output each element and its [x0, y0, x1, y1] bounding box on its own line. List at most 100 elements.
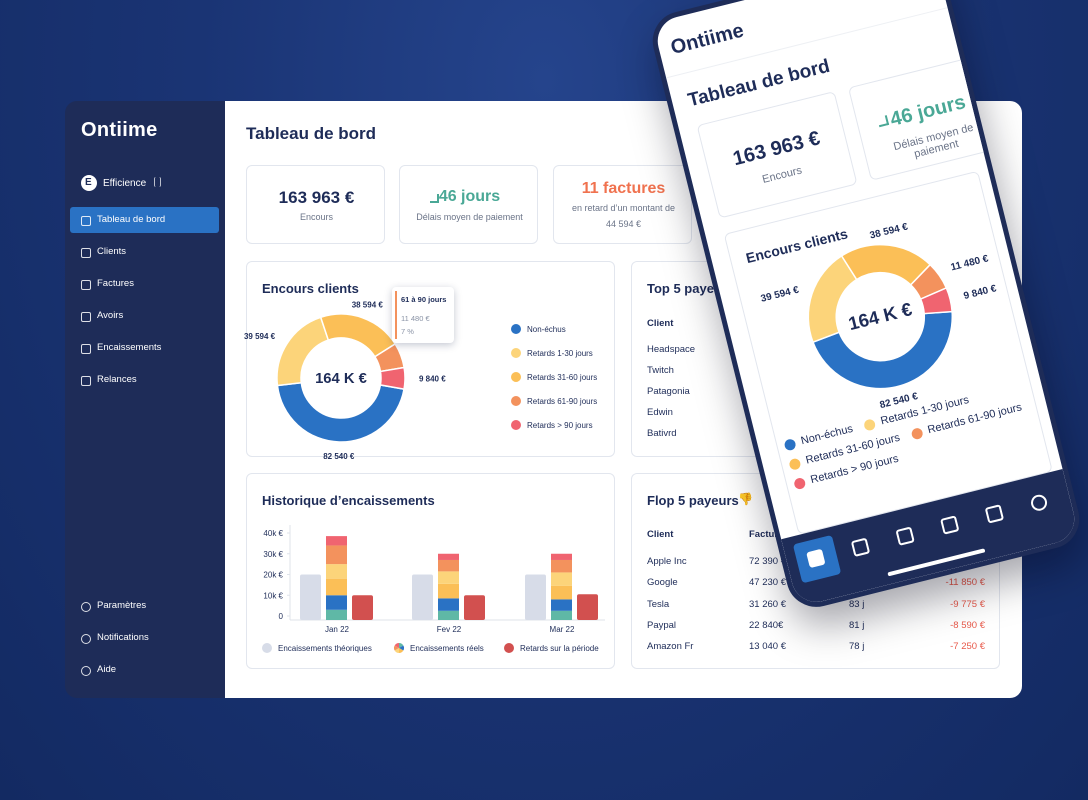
bar-segment — [551, 572, 572, 586]
nav-label: Tableau de bord — [97, 214, 166, 225]
kpi-card: 46 jours Délais moyen de paiement — [399, 165, 538, 244]
tab-icon — [850, 537, 871, 557]
nav-item[interactable]: Aide — [70, 657, 219, 683]
bar-segment — [326, 578, 347, 596]
legend-swatch — [910, 426, 924, 440]
legend-label: Retards 61-90 jours — [527, 397, 597, 406]
donut-label: 11 480 € — [950, 253, 990, 273]
bar-segment — [326, 545, 347, 565]
donut-label: 82 540 € — [323, 452, 355, 461]
table-cell: Google — [647, 577, 678, 589]
panel-title: Encours clients — [262, 281, 359, 296]
tab[interactable] — [792, 534, 842, 584]
y-tick-label: 40k € — [263, 529, 283, 538]
legend-label: Non-échus — [527, 325, 566, 334]
table-cell: 81 j — [849, 619, 865, 631]
nav-icon — [81, 666, 91, 676]
bar — [300, 574, 321, 620]
legend-swatch — [792, 476, 807, 490]
nav-icon — [81, 602, 91, 612]
org-initial: E — [85, 177, 92, 188]
nav-icon — [81, 248, 91, 258]
panel-title: Encours clients — [744, 225, 849, 266]
bar — [577, 594, 598, 620]
nav-item[interactable]: Tableau de bord — [70, 207, 219, 233]
y-tick-label: 20k € — [263, 571, 283, 580]
legend-label: Encaissements réels — [410, 644, 484, 653]
org-avatar: E — [81, 175, 97, 191]
table-cell: 47 230 € — [749, 577, 786, 589]
kpi-label: Encours — [299, 212, 334, 222]
legend-swatch — [511, 348, 521, 358]
legend-swatch — [783, 437, 797, 451]
kpi-amount: 44 594 € — [605, 219, 642, 229]
bar-segment — [438, 610, 459, 620]
tooltip-title: 61 à 90 jours — [401, 295, 447, 304]
bar-segment — [551, 599, 572, 611]
tab-icon — [806, 548, 826, 569]
nav-icon — [81, 634, 91, 644]
nav-item[interactable]: Relances — [70, 367, 219, 393]
donut-label: 38 594 € — [869, 221, 910, 241]
nav-item[interactable]: Factures — [70, 271, 219, 297]
donut-segment — [276, 381, 405, 443]
nav-label: Notifications — [97, 632, 149, 643]
bar — [412, 574, 433, 620]
kpi-value: 46 jours — [438, 188, 501, 205]
x-tick-label: Fev 22 — [437, 625, 462, 634]
nav-label: Paramètres — [97, 600, 147, 611]
tab[interactable] — [1016, 479, 1064, 527]
donut-label: 38 594 € — [352, 301, 384, 310]
legend-swatch — [399, 643, 404, 648]
table-cell: Twitch — [647, 365, 674, 376]
tab-icon — [984, 504, 1005, 524]
legend-swatch — [511, 396, 521, 406]
table-cell: -7 250 € — [950, 641, 985, 653]
sidebar: Ontiime E Efficience Tableau de bord Clients… — [65, 101, 225, 698]
nav-icon — [81, 216, 91, 226]
table-cell: 78 j — [849, 641, 865, 653]
panel-title: Flop 5 payeurs — [647, 493, 739, 508]
legend-label: Retards > 90 jours — [527, 421, 593, 430]
nav-item[interactable]: Notifications — [70, 625, 219, 651]
legend-swatch — [399, 645, 404, 651]
tab[interactable] — [927, 501, 975, 549]
legend-label: Retards 1-30 jours — [527, 349, 593, 358]
table-cell: Amazon Fr — [647, 641, 694, 653]
nav-item[interactable]: Paramètres — [70, 593, 219, 619]
table-cell: Headspace — [647, 344, 696, 355]
y-tick-label: 30k € — [263, 550, 283, 559]
nav-item[interactable]: Encaissements — [70, 335, 219, 361]
bar-segment — [438, 598, 459, 611]
x-tick-label: Mar 22 — [550, 625, 575, 634]
y-tick-label: 10k € — [263, 591, 283, 600]
nav-label: Relances — [97, 374, 137, 385]
kpi-value: 163 963 € — [278, 188, 355, 207]
legend-swatch — [504, 643, 514, 653]
nav-item[interactable]: Clients — [70, 239, 219, 265]
tab-icon — [895, 526, 915, 546]
donut-label: 39 594 € — [244, 332, 276, 341]
column-header: Client — [647, 529, 674, 540]
bar-segment — [551, 553, 572, 560]
nav-label: Avoirs — [97, 310, 124, 321]
bar-segment — [551, 610, 572, 620]
legend-swatch — [511, 372, 521, 382]
bar — [464, 595, 485, 620]
legend-swatch — [863, 417, 877, 432]
tab[interactable] — [837, 524, 885, 572]
kpi-card: 163 963 € Encours — [246, 165, 385, 244]
table-cell: 13 040 € — [749, 641, 786, 653]
nav-icon — [81, 344, 91, 354]
bar-segment — [551, 585, 572, 600]
donut-segment — [919, 286, 953, 315]
org-name: Efficience — [103, 178, 147, 189]
table-cell: Patagonia — [647, 386, 690, 397]
nav-item[interactable]: Avoirs — [70, 303, 219, 329]
bar-segment — [551, 559, 572, 573]
bar-segment — [438, 583, 459, 599]
tab[interactable] — [882, 513, 930, 561]
tab[interactable] — [971, 490, 1019, 538]
nav-label: Clients — [97, 246, 127, 257]
